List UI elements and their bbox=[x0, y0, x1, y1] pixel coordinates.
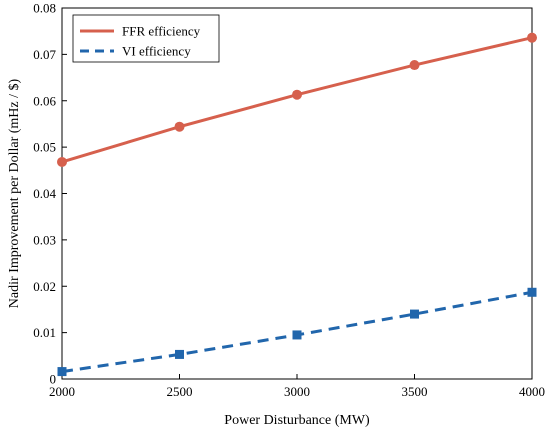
legend-label: FFR efficiency bbox=[122, 24, 201, 39]
data-point-vi bbox=[292, 330, 302, 340]
x-tick-label: 3500 bbox=[402, 384, 428, 399]
plot-area-frame bbox=[61, 7, 533, 380]
data-point-vi bbox=[410, 309, 419, 319]
x-tick-label: 2000 bbox=[49, 384, 75, 399]
y-tick-label: 0.03 bbox=[33, 232, 56, 247]
data-point-vi bbox=[57, 367, 67, 377]
legend-box bbox=[72, 14, 220, 63]
y-tick-label: 0.05 bbox=[33, 140, 56, 155]
x-tick-label: 4000 bbox=[519, 384, 545, 399]
y-tick-label: 0.06 bbox=[33, 93, 56, 108]
data-point-vi bbox=[527, 287, 537, 297]
data-point-ffr bbox=[292, 89, 302, 100]
x-tick-label: 3000 bbox=[284, 384, 310, 399]
y-tick-label: 0.01 bbox=[33, 325, 56, 340]
x-tick-label: 2500 bbox=[167, 384, 193, 399]
data-point-ffr bbox=[409, 60, 420, 71]
y-tick-label: 0.04 bbox=[33, 186, 56, 201]
y-axis-title: Nadir Improvement per Dollar (mHz / $) bbox=[7, 78, 22, 308]
legend-label: VI efficiency bbox=[122, 44, 191, 59]
data-point-ffr bbox=[174, 121, 185, 132]
data-point-vi bbox=[175, 349, 184, 359]
data-point-ffr bbox=[57, 156, 67, 167]
y-tick-label: 0.08 bbox=[33, 1, 56, 16]
data-point-ffr bbox=[527, 32, 537, 43]
y-tick-label: 0.07 bbox=[33, 47, 56, 62]
x-axis-title: Power Disturbance (MW) bbox=[224, 413, 370, 428]
y-tick-label: 0.02 bbox=[33, 279, 56, 294]
y-tick-label: 0 bbox=[50, 372, 57, 387]
